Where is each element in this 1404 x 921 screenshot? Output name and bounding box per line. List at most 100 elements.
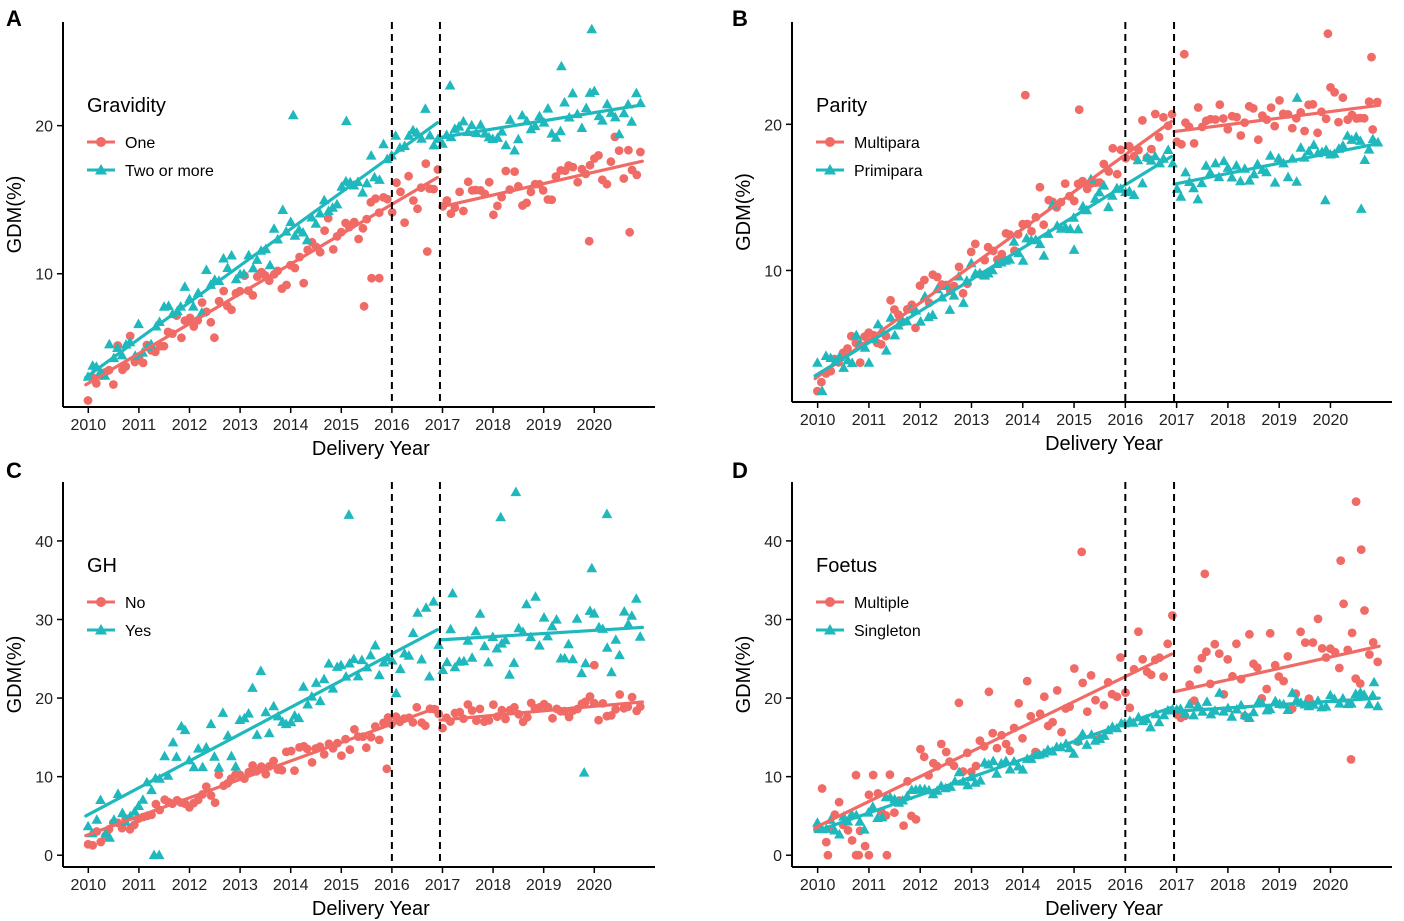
point-yes	[159, 750, 170, 761]
point-primipara	[1064, 223, 1076, 234]
point-yes	[495, 511, 506, 522]
point-primipara	[1248, 168, 1260, 179]
point-primipara	[1004, 254, 1016, 264]
point-two-or-more	[390, 130, 401, 140]
point-two-or-more	[586, 23, 598, 34]
point-multipara	[1179, 49, 1189, 59]
point-multipara	[1330, 87, 1339, 97]
x-tick-label: 2015	[323, 877, 359, 894]
point-one	[625, 227, 635, 237]
x-tick-label: 2012	[902, 877, 938, 894]
point-yes	[293, 712, 305, 723]
point-two-or-more	[268, 223, 280, 233]
point-two-or-more	[226, 249, 237, 260]
point-yes	[433, 639, 444, 649]
point-two-or-more	[513, 133, 524, 144]
point-primipara	[1188, 182, 1199, 193]
point-no	[611, 705, 620, 714]
panel-label: B	[732, 6, 748, 31]
point-singleton	[829, 824, 840, 835]
point-primipara	[948, 290, 960, 300]
point-one	[354, 234, 363, 244]
y-tick-label: 10	[35, 770, 53, 787]
point-one	[510, 167, 519, 177]
point-two-or-more	[556, 60, 567, 71]
point-yes	[356, 654, 368, 665]
point-multipara	[1138, 116, 1147, 125]
point-primipara	[816, 385, 828, 395]
point-yes	[521, 598, 532, 609]
point-two-or-more	[403, 130, 415, 140]
point-multipara	[920, 275, 929, 285]
point-primipara	[1124, 185, 1135, 196]
legend-key-marker	[95, 624, 107, 635]
point-multiple	[851, 770, 861, 780]
point-multiple	[1163, 639, 1173, 649]
point-two-or-more	[277, 204, 289, 214]
point-primipara	[1038, 250, 1050, 260]
point-two-or-more	[458, 115, 469, 126]
point-yes	[213, 761, 225, 772]
point-primipara	[1282, 171, 1294, 182]
point-one	[109, 380, 118, 389]
point-no	[420, 721, 430, 731]
point-multiple	[1078, 678, 1088, 688]
point-no	[307, 758, 317, 767]
point-primipara	[1355, 203, 1367, 213]
point-multiple	[860, 841, 870, 851]
point-primipara	[1354, 135, 1366, 145]
point-yes	[386, 654, 398, 665]
point-primipara	[1137, 177, 1148, 188]
point-no	[361, 743, 371, 753]
point-two-or-more	[475, 119, 486, 129]
point-yes	[374, 669, 385, 680]
point-multiple	[1039, 692, 1049, 702]
point-multiple	[864, 850, 874, 860]
point-no	[117, 823, 127, 833]
point-primipara	[1093, 186, 1105, 197]
point-multiple	[1356, 545, 1366, 554]
point-yes	[217, 707, 229, 717]
x-tick-label: 2018	[475, 417, 511, 434]
x-tick-label: 2014	[1005, 412, 1041, 429]
point-primipara	[1269, 177, 1281, 187]
point-yes	[563, 638, 574, 649]
point-multiple	[882, 850, 892, 860]
point-primipara	[812, 357, 823, 367]
point-one	[219, 286, 229, 296]
x-tick-label: 2015	[1056, 412, 1092, 429]
point-primipara	[1265, 150, 1276, 160]
point-one	[459, 206, 468, 216]
legend-title: Gravidity	[87, 95, 166, 117]
point-no	[129, 820, 139, 830]
point-multipara	[966, 247, 976, 257]
point-yes	[193, 743, 204, 753]
point-multipara	[1248, 104, 1258, 113]
point-multipara	[1060, 179, 1070, 189]
point-primipara	[1226, 171, 1238, 182]
point-two-or-more	[378, 138, 389, 149]
point-yes	[542, 630, 553, 641]
point-singleton	[1201, 696, 1213, 706]
x-tick-label: 2020	[576, 417, 612, 434]
trend-line-primipara-1	[813, 154, 1174, 378]
legend-key-marker	[96, 597, 106, 607]
point-one	[538, 186, 548, 195]
trend-line-yes-2	[438, 625, 644, 642]
point-no	[585, 692, 595, 701]
point-multipara	[1253, 135, 1263, 145]
point-yes	[470, 625, 482, 636]
point-one	[227, 305, 236, 315]
point-singleton	[1282, 704, 1294, 714]
point-one	[138, 358, 148, 368]
point-multipara	[958, 288, 968, 298]
point-two-or-more	[310, 218, 322, 228]
point-singleton	[1334, 698, 1345, 708]
legend-label: Yes	[125, 623, 151, 640]
point-one	[328, 245, 338, 254]
point-multipara	[911, 323, 920, 333]
point-multiple	[1146, 670, 1156, 680]
point-one	[413, 204, 422, 214]
point-one	[594, 151, 603, 160]
